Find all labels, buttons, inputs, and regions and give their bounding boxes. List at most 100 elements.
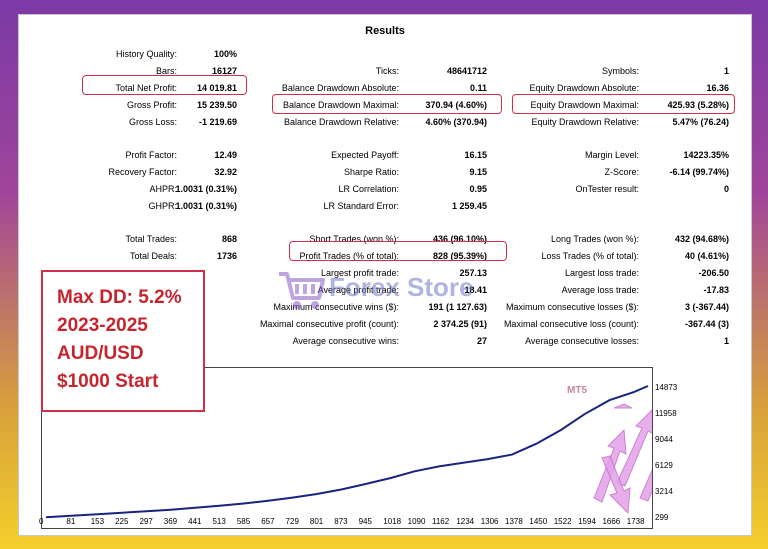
- x-tick-label: 657: [261, 517, 275, 526]
- col1-value: 12.49: [214, 150, 237, 160]
- col1-value: -1 219.69: [198, 117, 237, 127]
- x-tick-label: 1450: [529, 517, 548, 526]
- col1-label: Bars:: [155, 66, 177, 76]
- y-tick-label: 9044: [655, 435, 673, 444]
- col1-value: 14 019.81: [196, 83, 237, 93]
- col2-label: Largest profit trade:: [320, 268, 399, 278]
- col2-label: Maximum consecutive wins ($):: [273, 302, 399, 312]
- highlight-balance-drawdown-maximal: [272, 94, 502, 114]
- col3-value: 432 (94.68%): [674, 234, 729, 244]
- col2-label: Balance Drawdown Absolute:: [281, 83, 399, 93]
- col3-value: 40 (4.61%): [684, 251, 729, 261]
- col2-label: Short Trades (won %):: [309, 234, 399, 244]
- results-title: Results: [365, 25, 405, 37]
- col1-label: Total Trades:: [125, 234, 177, 244]
- col1-value: 1.0031 (0.31%): [175, 184, 237, 194]
- col1-value: 16127: [211, 66, 237, 76]
- promo-line-start: $1000 Start: [57, 371, 159, 392]
- col3-label: Z-Score:: [604, 167, 639, 177]
- col3-value: -367.44 (3): [684, 319, 729, 329]
- col2-value: 18.41: [464, 285, 487, 295]
- col2-value: 2 374.25 (91): [433, 319, 487, 329]
- col2-label: Ticks:: [375, 66, 399, 76]
- x-tick-label: 297: [139, 517, 153, 526]
- x-tick-label: 1594: [578, 517, 596, 526]
- promo-line-symbol: AUD/USD: [57, 343, 144, 364]
- col3-value: 3 (-367.44): [684, 302, 729, 312]
- results-panel: Results History Quality: 100% Bars: 16127 To…: [18, 14, 752, 536]
- x-tick-label: 369: [163, 517, 178, 526]
- col2-value: 436 (96.10%): [432, 234, 487, 244]
- cart-icon: [279, 272, 325, 309]
- col2-label: LR Standard Error:: [323, 201, 399, 211]
- col3-value: 1: [723, 66, 729, 76]
- x-tick-label: 0: [39, 517, 44, 526]
- x-tick-label: 441: [188, 517, 202, 526]
- x-tick-label: 1090: [407, 517, 426, 526]
- col3-label: Loss Trades (% of total):: [541, 251, 639, 261]
- col2-label: Balance Drawdown Relative:: [283, 117, 399, 127]
- x-tick-label: 945: [358, 517, 372, 526]
- col1-label: History Quality:: [115, 49, 177, 59]
- col3-label: Equity Drawdown Relative:: [531, 117, 639, 127]
- col3-value: 16.36: [706, 83, 729, 93]
- y-tick-label: 3214: [655, 487, 673, 496]
- x-tick-label: 801: [309, 517, 324, 526]
- y-tick-label: 14873: [655, 383, 678, 392]
- col1-value: 32.92: [214, 167, 237, 177]
- col1-value: 1736: [216, 251, 237, 261]
- col3-label: Long Trades (won %):: [550, 234, 639, 244]
- col2-label: Average consecutive wins:: [292, 336, 399, 346]
- col1-value: 868: [221, 234, 237, 244]
- promo-line-max-dd: Max DD: 5.2%: [57, 287, 182, 308]
- col1-value: 15 239.50: [196, 100, 237, 110]
- y-tick-label: 11958: [655, 409, 677, 418]
- col2-label: Sharpe Ratio:: [343, 167, 399, 177]
- col2-value: 828 (95.39%): [432, 251, 487, 261]
- col3-label: Margin Level:: [584, 150, 639, 160]
- col3-label: Average consecutive losses:: [525, 336, 639, 346]
- chart-label: MT5: [567, 385, 587, 396]
- promo-box: Max DD: 5.2% 2023-2025 AUD/USD $1000 Sta…: [41, 270, 205, 412]
- y-tick-label: 299: [655, 513, 669, 522]
- highlight-total-net-profit: [82, 75, 247, 95]
- col3-value: -6.14 (99.74%): [669, 167, 729, 177]
- x-tick-label: 81: [66, 517, 76, 526]
- x-tick-label: 1522: [553, 517, 572, 526]
- y-tick-label: 6129: [655, 461, 673, 470]
- col2-label: LR Correlation:: [338, 184, 399, 194]
- col3-value: 14223.35%: [683, 150, 729, 160]
- col3-label: Average loss trade:: [561, 285, 639, 295]
- col3-value: 425.93 (5.28%): [667, 100, 729, 110]
- x-tick-label: 1738: [626, 517, 645, 526]
- col3-value: 0: [723, 184, 729, 194]
- col2-value: 27: [476, 336, 487, 346]
- x-tick-label: 873: [334, 517, 348, 526]
- col3-value: 1: [723, 336, 729, 346]
- x-tick-label: 1666: [602, 517, 621, 526]
- col1-label: Total Net Profit:: [115, 83, 177, 93]
- col3-label: Equity Drawdown Absolute:: [529, 83, 639, 93]
- col1-value: 1.0031 (0.31%): [175, 201, 237, 211]
- col3-label: Maximum consecutive losses ($):: [505, 302, 639, 312]
- col3-value: 5.47% (76.24): [672, 117, 729, 127]
- x-tick-label: 225: [115, 517, 129, 526]
- forex-store-watermark: Forex Store: [277, 268, 507, 312]
- x-tick-label: 729: [285, 517, 299, 526]
- col3-value: -17.83: [703, 285, 729, 295]
- col2-value: 4.60% (370.94): [425, 117, 487, 127]
- x-tick-label: 1018: [383, 517, 402, 526]
- col2-label: Profit Trades (% of total):: [299, 251, 399, 261]
- equity-line: [45, 385, 649, 519]
- col2-label: Balance Drawdown Maximal:: [282, 100, 399, 110]
- x-tick-label: 1162: [431, 517, 450, 526]
- col3-label: OnTester result:: [575, 184, 639, 194]
- col1-value: 100%: [213, 49, 237, 59]
- col1-label: Profit Factor:: [125, 150, 177, 160]
- col2-value: 0.95: [469, 184, 487, 194]
- col2-value: 16.15: [464, 150, 487, 160]
- col2-value: 191 (1 127.63): [428, 302, 487, 312]
- col1-label: AHPR:: [149, 184, 177, 194]
- col1-label: GHPR:: [148, 201, 177, 211]
- x-tick-label: 153: [90, 517, 105, 526]
